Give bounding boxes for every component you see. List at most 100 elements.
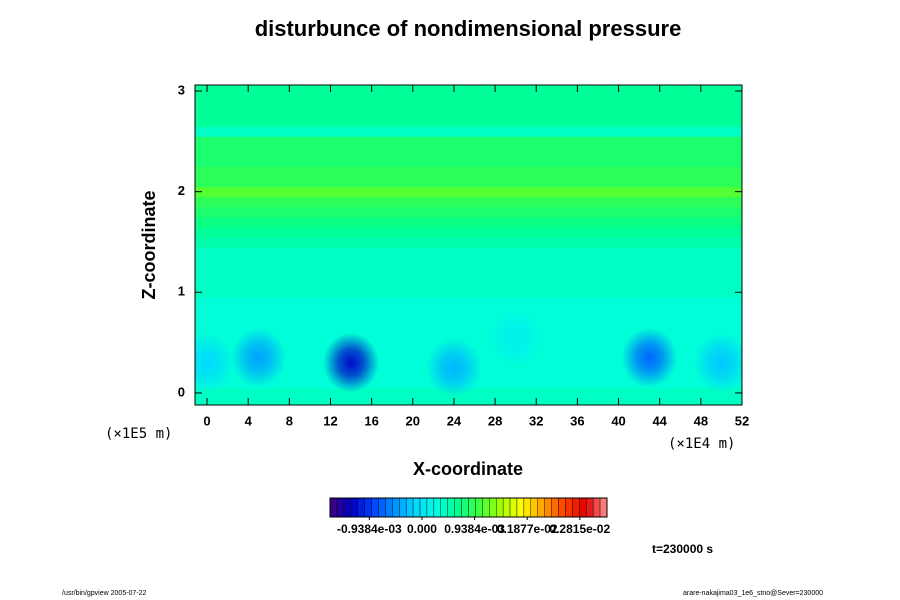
layer xyxy=(195,155,742,168)
colorbar-cell xyxy=(496,497,504,518)
colorbar-cell xyxy=(502,497,511,518)
blob xyxy=(323,332,380,393)
colorbar-cell xyxy=(392,497,400,518)
colorbar-cell xyxy=(385,497,393,518)
colorbar-cell xyxy=(440,497,448,518)
colorbar-cell xyxy=(350,497,358,518)
x-tick-label: 4 xyxy=(245,413,253,428)
y-tick-label: 1 xyxy=(178,284,185,299)
layer xyxy=(195,115,742,127)
layer xyxy=(195,186,742,198)
colorbar-cell xyxy=(599,497,608,518)
x-tick-label: 40 xyxy=(611,413,625,428)
colorbar-cell xyxy=(475,497,483,518)
layer xyxy=(195,176,742,188)
colorbar-tick-label: 0.2815e-02 xyxy=(549,522,610,536)
blob xyxy=(621,327,678,388)
layer xyxy=(195,316,742,329)
colorbar-tick-label: -0.9384e-03 xyxy=(337,522,402,536)
blob xyxy=(230,327,287,388)
colorbar-cell xyxy=(482,497,490,518)
footer-left: /usr/bin/gpview 2005-07-22 xyxy=(62,590,147,597)
colorbar-cell xyxy=(426,497,435,518)
colorbar-cell xyxy=(454,497,462,518)
x-tick-label: 16 xyxy=(364,413,378,428)
layer xyxy=(195,276,742,288)
colorbar-cell xyxy=(558,497,566,518)
colorbar-cell xyxy=(447,497,455,518)
colorbar-cell xyxy=(537,497,545,518)
layer xyxy=(195,135,742,147)
layer xyxy=(195,327,742,339)
x-tick-label: 28 xyxy=(488,413,502,428)
layer xyxy=(195,306,742,318)
colorbar-cell xyxy=(586,497,594,518)
colorbar-cell xyxy=(489,497,497,518)
colorbar-cell xyxy=(516,497,525,518)
layer xyxy=(195,246,742,258)
x-tick-label: 48 xyxy=(694,413,708,428)
colorbar-cell xyxy=(551,497,559,518)
footer-right: arare-nakajima03_1e6_stno@Sever=230000 xyxy=(683,590,823,597)
x-axis-label: X-coordinate xyxy=(413,459,523,479)
y-axis-label: Z-coordinate xyxy=(139,190,159,299)
y-tick-label: 0 xyxy=(178,384,185,399)
layer xyxy=(195,226,742,238)
layer xyxy=(195,216,742,228)
colorbar-cell xyxy=(509,497,518,518)
colorbar-cell xyxy=(544,497,552,518)
colorbar-frame xyxy=(329,497,608,518)
layer xyxy=(195,397,742,405)
y-tick-label: 3 xyxy=(178,82,185,97)
layer xyxy=(195,196,742,208)
layer xyxy=(195,206,742,218)
blob xyxy=(487,307,544,368)
colorbar-cell xyxy=(399,497,407,518)
blob xyxy=(425,337,482,398)
colorbar-cell xyxy=(343,497,351,518)
layer xyxy=(195,145,742,157)
x-tick-label: 8 xyxy=(286,413,293,428)
x-tick-label: 12 xyxy=(323,413,337,428)
layer xyxy=(195,256,742,268)
layer xyxy=(195,286,742,298)
layer xyxy=(195,85,742,97)
x-tick-label: 20 xyxy=(406,413,420,428)
colorbar-cell xyxy=(468,497,476,518)
x-tick-label: 24 xyxy=(447,413,462,428)
x-tick-label: 32 xyxy=(529,413,543,428)
colorbar-cell xyxy=(364,497,372,518)
x-tick-label: 0 xyxy=(203,413,210,428)
colorbar-cell xyxy=(412,497,421,518)
time-label: t=230000 s xyxy=(652,542,713,556)
y-unit: (×1E5 m) xyxy=(105,426,172,442)
layer xyxy=(195,166,742,178)
colorbar-cell xyxy=(592,497,601,518)
layer xyxy=(195,236,742,248)
x-tick-label: 44 xyxy=(652,413,667,428)
colorbar-tick-label: 0.1877e-02 xyxy=(497,522,558,536)
colorbar-cell xyxy=(433,497,442,518)
blob xyxy=(693,332,742,393)
colorbar-cell xyxy=(530,497,538,518)
colorbar-tick-label: 0.000 xyxy=(407,522,437,536)
colorbar-tick-label: 0.9384e-03 xyxy=(444,522,505,536)
y-tick-label: 2 xyxy=(178,183,185,198)
colorbar-cell xyxy=(357,497,365,518)
layer xyxy=(195,296,742,308)
x-tick-label: 36 xyxy=(570,413,584,428)
colorbar-cell xyxy=(579,497,587,518)
colorbar-cell xyxy=(405,497,414,518)
colorbar-cell xyxy=(419,497,428,518)
layer xyxy=(195,95,742,107)
blob xyxy=(195,332,236,393)
x-unit: (×1E4 m) xyxy=(668,436,735,452)
colorbar-cell xyxy=(336,497,345,518)
colorbar-cell xyxy=(378,497,386,518)
colorbar-cell xyxy=(565,497,573,518)
colorbar-cell xyxy=(371,497,379,518)
colorbar-cell xyxy=(523,497,532,518)
colorbar-cell xyxy=(461,497,469,518)
layer xyxy=(195,125,742,137)
